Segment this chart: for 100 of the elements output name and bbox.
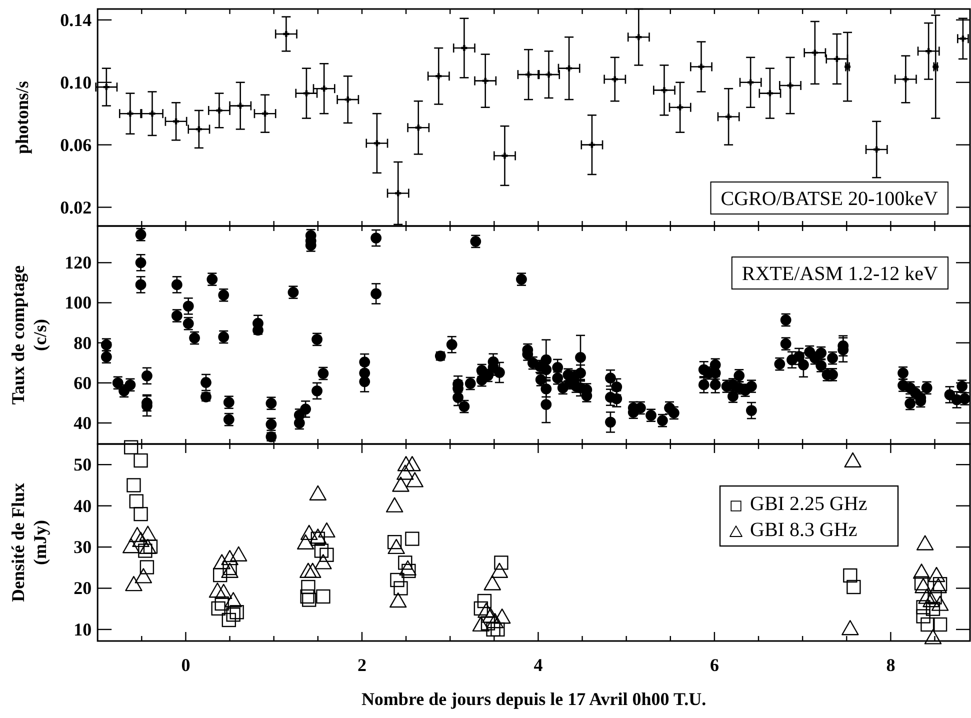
point (842, 620, 859, 636)
annotation: CGRO/BATSE 20-100keV (720, 188, 939, 210)
point (916, 535, 934, 550)
point (930, 578, 947, 594)
point (928, 566, 946, 582)
point (500, 152, 509, 160)
point (920, 617, 935, 632)
point (390, 572, 404, 588)
point (314, 544, 329, 558)
point (389, 592, 407, 608)
point (931, 596, 949, 611)
point (139, 526, 156, 541)
point (309, 485, 327, 500)
point (304, 562, 322, 578)
y-tick-label: 0.14 (60, 10, 92, 30)
point (480, 616, 496, 630)
x-tick-label: 8 (886, 655, 896, 675)
point (434, 72, 443, 80)
point (314, 554, 332, 570)
y-tick-label: 50 (74, 454, 92, 475)
point (134, 506, 148, 522)
point (221, 550, 238, 566)
point (846, 580, 861, 594)
y-tick-label: 20 (74, 578, 92, 598)
point (394, 581, 408, 596)
point (404, 456, 421, 472)
point (230, 546, 248, 562)
x-tick-label: 2 (357, 655, 366, 675)
point (215, 584, 232, 599)
point (309, 528, 327, 544)
point (397, 456, 415, 472)
point (482, 608, 500, 623)
point (932, 577, 948, 592)
point (414, 124, 422, 132)
y-tick-label: 40 (74, 412, 92, 433)
point (124, 440, 138, 454)
legend-label: GBI 2.25 GHz (750, 493, 868, 515)
point (494, 556, 508, 570)
point (318, 522, 336, 538)
annotation: RXTE/ASM 1.2-12 keV (742, 263, 939, 285)
point (490, 562, 508, 578)
point (924, 629, 942, 644)
point (922, 592, 940, 608)
point (912, 564, 930, 579)
point (230, 605, 244, 620)
point (914, 578, 932, 594)
point (125, 576, 142, 592)
point (660, 86, 668, 94)
point (843, 568, 858, 583)
point (398, 556, 412, 570)
y-tick-label: 0.02 (60, 197, 92, 218)
point (222, 612, 236, 628)
x-tick-label: 6 (710, 655, 719, 675)
y-tick-label: 80 (74, 332, 92, 353)
point (316, 589, 330, 604)
point (477, 594, 492, 608)
point (140, 560, 154, 574)
point (310, 532, 326, 546)
point (610, 75, 619, 84)
point (493, 608, 511, 624)
legend-label: GBI 8.3 GHz (750, 519, 858, 541)
point (300, 562, 317, 578)
y-tick-label: 30 (74, 537, 92, 558)
y-tick-label: 0.10 (60, 72, 92, 92)
point (486, 622, 500, 637)
point (486, 613, 504, 628)
y-tick-label: 40 (74, 496, 92, 516)
point (392, 476, 410, 492)
point (697, 62, 706, 71)
y-axis-title: photons/s (12, 80, 32, 154)
point (301, 580, 316, 594)
point (213, 554, 230, 570)
x-axis-title: Nombre de jours depuis le 17 Avril 0h00 T.U. (361, 689, 706, 709)
point (129, 494, 144, 508)
point (224, 592, 242, 608)
point (490, 622, 505, 637)
y-tick-label: 0.06 (60, 134, 92, 155)
point (474, 601, 488, 616)
point (481, 76, 490, 85)
point (128, 526, 146, 542)
point (143, 540, 158, 554)
point (405, 532, 420, 546)
point (134, 453, 148, 468)
point (926, 602, 940, 616)
point (634, 33, 643, 42)
point (918, 588, 936, 604)
point (122, 538, 140, 554)
point (932, 617, 948, 632)
y-tick-label: 60 (74, 372, 92, 393)
point (387, 534, 402, 550)
y-axis-title: Taux de comptage (c/s) (8, 265, 50, 405)
point (221, 562, 238, 578)
point (212, 568, 228, 582)
point (139, 538, 156, 554)
point (914, 576, 929, 590)
point (296, 534, 314, 550)
point (406, 472, 424, 488)
y-tick-label: 10 (74, 619, 92, 640)
point (132, 532, 150, 548)
point (320, 548, 334, 562)
